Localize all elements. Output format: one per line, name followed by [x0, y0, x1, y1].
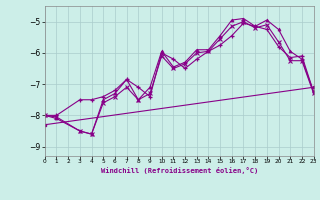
- X-axis label: Windchill (Refroidissement éolien,°C): Windchill (Refroidissement éolien,°C): [100, 167, 258, 174]
